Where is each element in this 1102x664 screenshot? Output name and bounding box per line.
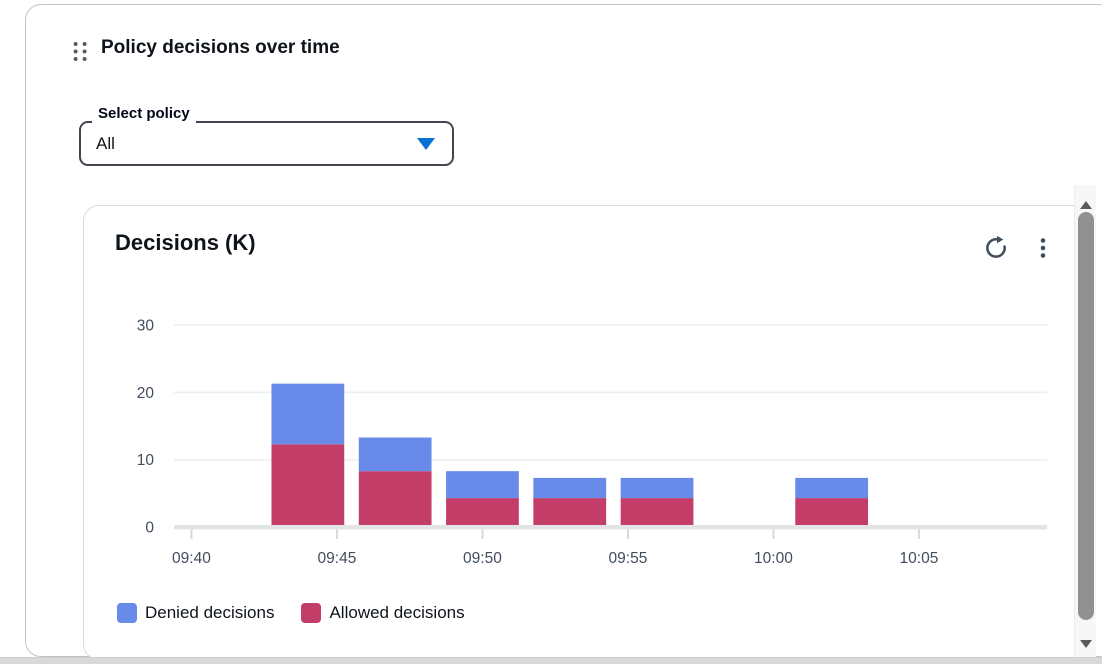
scroll-down-icon[interactable] (1079, 640, 1092, 648)
select-policy-label: Select policy (92, 105, 196, 123)
x-axis-label: 09:40 (172, 550, 211, 567)
policy-select-value: All (96, 134, 115, 153)
x-axis-label: 09:55 (609, 550, 648, 567)
bar-segment-allowed[interactable] (446, 498, 519, 525)
bar-segment-allowed[interactable] (271, 444, 345, 525)
board-item: Policy decisions over time Select policy… (25, 4, 1102, 660)
bar-segment-allowed[interactable] (533, 498, 607, 525)
bar-segment-allowed[interactable] (620, 498, 694, 525)
bar-segment-denied[interactable] (795, 477, 869, 499)
x-axis-baseline (174, 525, 1047, 530)
vertical-scrollbar[interactable] (1074, 185, 1096, 658)
x-axis-label: 09:45 (318, 550, 357, 567)
x-axis-label: 09:50 (463, 550, 502, 567)
y-axis-label: 10 (137, 452, 155, 469)
bar-segment-denied[interactable] (446, 471, 519, 499)
policy-select[interactable]: All (79, 121, 454, 166)
chart-legend: Denied decisions Allowed decisions (117, 603, 492, 623)
drag-handle-icon[interactable] (73, 41, 88, 63)
x-axis-label: 10:05 (900, 550, 939, 567)
legend-item[interactable]: Denied decisions (117, 603, 274, 623)
bar-segment-denied[interactable] (533, 477, 607, 499)
refresh-icon (983, 235, 1009, 264)
chart-container-card: Decisions (K) 0 10 2 (83, 205, 1094, 660)
legend-item[interactable]: Allowed decisions (301, 603, 465, 623)
y-axis-label: 0 (145, 520, 154, 537)
bar-segment-denied[interactable] (271, 383, 345, 445)
chart-title: Decisions (K) (115, 230, 256, 255)
vertical-ellipsis-icon (1031, 236, 1055, 263)
legend-label: Allowed decisions (329, 603, 465, 622)
scroll-thumb[interactable] (1078, 212, 1094, 620)
page-bottom-edge (0, 657, 1102, 664)
legend-label: Denied decisions (145, 603, 275, 622)
refresh-button[interactable] (981, 234, 1011, 264)
x-axis-label: 10:00 (754, 550, 793, 567)
bar-segment-denied[interactable] (358, 437, 432, 472)
bar-segment-denied[interactable] (620, 477, 694, 499)
bar-segment-allowed[interactable] (358, 471, 432, 525)
legend-swatch (301, 603, 322, 623)
legend-swatch (117, 603, 137, 623)
decisions-stacked-bar-chart: 0 10 20 30 09:40 09:45 09:50 09:55 10:00 10:05 (137, 318, 1047, 567)
scroll-up-icon[interactable] (1079, 201, 1092, 209)
caret-down-icon (417, 138, 435, 150)
bar-segment-allowed[interactable] (795, 498, 869, 525)
actions-menu-button[interactable] (1028, 234, 1058, 264)
y-axis-label: 20 (137, 385, 155, 402)
y-axis-label: 30 (137, 318, 155, 335)
widget-title: Policy decisions over time (101, 37, 340, 58)
